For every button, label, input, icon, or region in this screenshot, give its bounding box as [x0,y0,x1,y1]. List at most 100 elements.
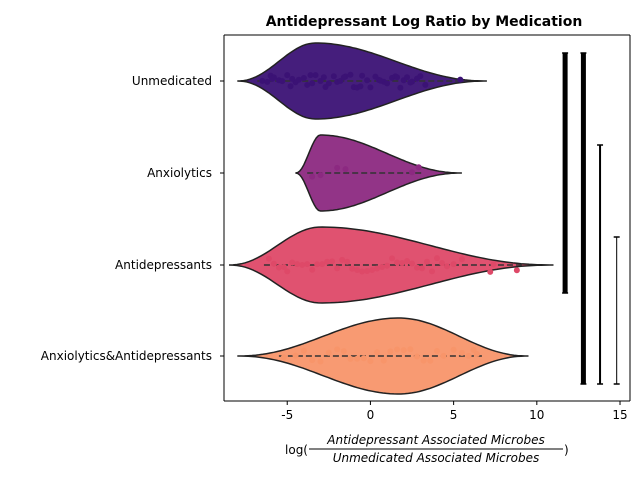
data-point-3-33 [424,258,430,265]
data-point-1-47 [377,77,384,84]
x-tick-label-3: 5 [450,408,458,422]
data-point-4-23 [440,352,447,359]
data-point-3-28 [399,260,406,267]
data-point-3-21 [364,267,371,274]
data-point-3-1 [265,255,272,262]
data-point-3-29 [404,258,411,265]
data-point-4-14 [380,357,387,364]
data-point-3-9 [304,261,311,268]
data-point-4-28 [473,350,480,357]
data-point-4-10 [354,355,361,362]
data-point-1-31 [384,80,391,87]
y-tick-label-1: Unmedicated [132,74,212,88]
data-point-1-41 [269,75,276,82]
data-point-4-12 [367,358,374,365]
x-axis-label-prefix: log( [285,443,308,457]
data-point-1-45 [340,74,347,81]
data-point-3-17 [344,258,351,265]
data-point-1-40 [422,81,429,88]
x-axis-label-suffix: ) [564,443,569,457]
data-point-3-35 [433,255,440,262]
x-tick-label-5: 15 [612,408,627,422]
data-point-4-11 [360,355,367,362]
data-point-2-4 [342,166,349,173]
data-point-3-40 [487,268,494,275]
data-point-1-46 [357,83,364,90]
data-point-3-15 [334,265,341,272]
data-point-3-32 [419,265,426,272]
data-point-1-26 [364,77,371,84]
data-point-3-12 [319,261,326,268]
data-point-3-34 [428,268,435,275]
data-point-2-3 [334,164,341,171]
data-point-4-18 [407,346,414,353]
x-axis-label-numerator: Antidepressant Associated Microbes [326,433,544,447]
data-point-4-17 [400,347,407,354]
data-point-3-14 [329,258,336,265]
data-point-4-19 [414,353,421,360]
data-point-4-27 [470,346,477,353]
data-point-1-27 [367,84,374,91]
data-point-4-6 [325,349,332,356]
data-point-3-38 [450,261,457,268]
data-point-3-13 [324,258,331,265]
data-point-3-2 [270,260,277,267]
data-point-1-34 [397,84,404,91]
data-point-4-26 [465,352,472,359]
data-point-3-16 [339,256,346,263]
chart-title: Antidepressant Log Ratio by Medication [266,14,583,30]
data-point-3-3 [275,264,282,271]
data-point-4-3 [300,347,307,354]
data-point-4-7 [334,346,341,353]
data-point-4-9 [347,355,354,362]
data-point-4-13 [374,349,381,356]
data-point-1-44 [322,83,329,90]
data-point-3-20 [359,268,366,275]
data-point-1-43 [307,72,314,79]
violin-2 [295,134,462,212]
data-point-1-48 [394,74,401,81]
data-point-3-11 [314,261,321,268]
data-point-1-49 [407,79,414,86]
data-point-3-36 [438,260,445,267]
data-point-1-6 [279,78,286,85]
data-point-2-1 [309,173,316,180]
data-point-1-13 [309,80,316,87]
data-point-3-7 [294,261,301,268]
data-point-3-31 [414,264,421,271]
data-point-4-2 [292,352,299,359]
x-tick-label-1: -5 [281,408,293,422]
data-point-2-2 [317,172,324,179]
x-axis-label-denominator: Unmedicated Associated Microbes [333,451,540,465]
data-point-1-42 [289,75,296,82]
data-point-3-30 [409,260,416,267]
y-tick-label-2: Anxiolytics [147,166,212,180]
data-point-4-4 [309,357,316,364]
x-tick-label-2: 0 [367,408,375,422]
data-point-3-18 [349,265,356,272]
data-point-3-22 [369,267,376,274]
data-point-1-7 [284,72,291,79]
data-point-3-42 [513,267,520,274]
data-point-1-22 [347,71,354,78]
data-point-3-26 [389,255,396,262]
data-point-4-8 [340,348,347,355]
data-point-1-25 [359,72,366,79]
data-point-3-4 [280,264,287,271]
data-point-1-10 [295,76,302,83]
x-axis-label: log( Antidepressant Associated Microbes … [285,433,569,465]
data-point-4-25 [458,349,465,356]
data-point-1-11 [300,74,307,81]
data-point-4-24 [450,346,457,353]
data-point-4-1 [280,354,287,361]
data-point-1-39 [417,73,424,80]
data-point-4-15 [387,348,394,355]
data-point-3-24 [379,263,386,270]
data-point-3-27 [394,259,401,266]
y-tick-label-4: Anxiolytics&Antidepressants [41,349,212,363]
data-point-3-37 [443,263,450,270]
data-point-1-50 [457,76,464,83]
data-point-1-16 [320,74,327,81]
data-point-3-6 [289,259,296,266]
